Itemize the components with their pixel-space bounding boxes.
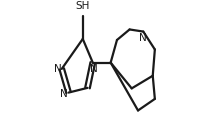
Text: N: N [90,64,97,74]
Text: N: N [60,89,68,99]
Text: SH: SH [76,0,90,11]
Text: N: N [54,64,62,74]
Text: N: N [139,33,147,43]
